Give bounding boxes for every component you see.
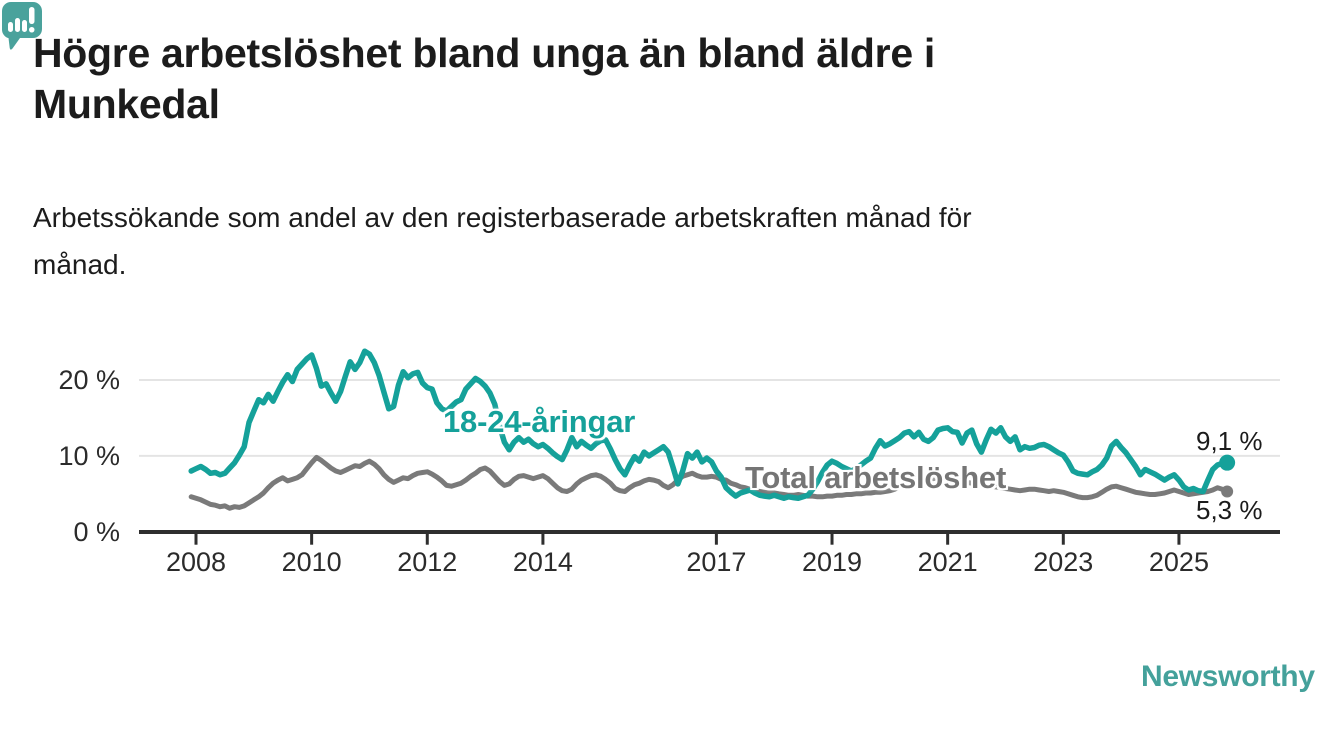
logo-exclamation-rod — [29, 7, 35, 24]
series-line-youth — [188, 348, 1230, 502]
page-subtitle-line-2: månad. — [33, 249, 127, 280]
page-title-line-2: Munkedal — [33, 81, 220, 127]
page-subtitle: Arbetssökande som andel av den registerb… — [33, 194, 972, 288]
logo-bar-3 — [22, 20, 27, 32]
logo-bar-1 — [8, 22, 13, 32]
page-title-line-1: Högre arbetslöshet bland unga än bland ä… — [33, 30, 936, 76]
newsworthy-logo-icon — [2, 2, 42, 50]
logo-exclamation-dot — [29, 27, 35, 33]
end-dot-total — [1221, 485, 1234, 498]
series-line-total — [188, 454, 1230, 511]
logo-bar-2 — [15, 18, 20, 32]
brand-name: Newsworthy — [1141, 660, 1315, 693]
page-subtitle-line-1: Arbetssökande som andel av den registerb… — [33, 202, 972, 233]
end-dot-youth — [1219, 454, 1236, 471]
page-title: Högre arbetslöshet bland unga än bland ä… — [33, 28, 935, 130]
